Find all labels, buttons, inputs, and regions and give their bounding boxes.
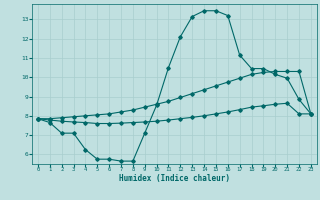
X-axis label: Humidex (Indice chaleur): Humidex (Indice chaleur) [119,174,230,183]
